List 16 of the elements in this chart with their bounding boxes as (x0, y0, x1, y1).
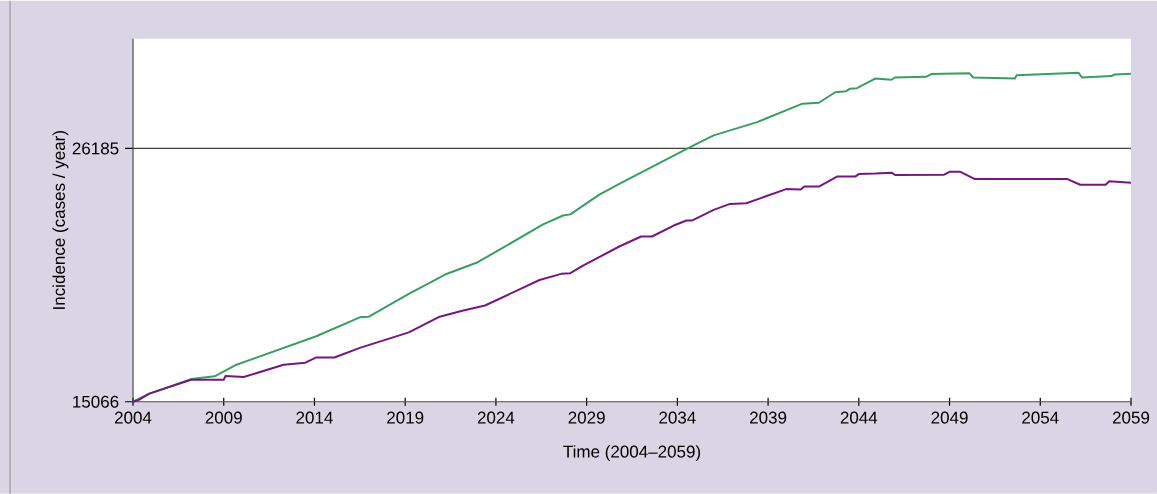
y-axis-title: Incidence (cases / year) (52, 130, 69, 309)
x-tick-label: 2059 (1112, 411, 1150, 424)
x-tick-label: 2054 (1022, 411, 1059, 424)
x-tick-label: 2049 (931, 411, 968, 424)
y-tick-label: 15066 (73, 395, 119, 408)
x-tick-label: 2029 (568, 411, 605, 424)
y-tick-label: 26185 (72, 142, 119, 155)
x-tick-label: 2009 (205, 411, 242, 424)
x-tick-label: 2039 (750, 411, 787, 424)
x-tick-label: 2044 (840, 411, 878, 424)
x-tick-label: 2024 (477, 411, 515, 424)
x-tick-label: 2034 (659, 411, 696, 424)
x-axis-title: Time (2004–2059) (563, 444, 701, 461)
x-tick-label: 2019 (387, 411, 424, 424)
x-tick-label: 2004 (114, 411, 152, 424)
x-tick-label: 2014 (296, 411, 333, 424)
